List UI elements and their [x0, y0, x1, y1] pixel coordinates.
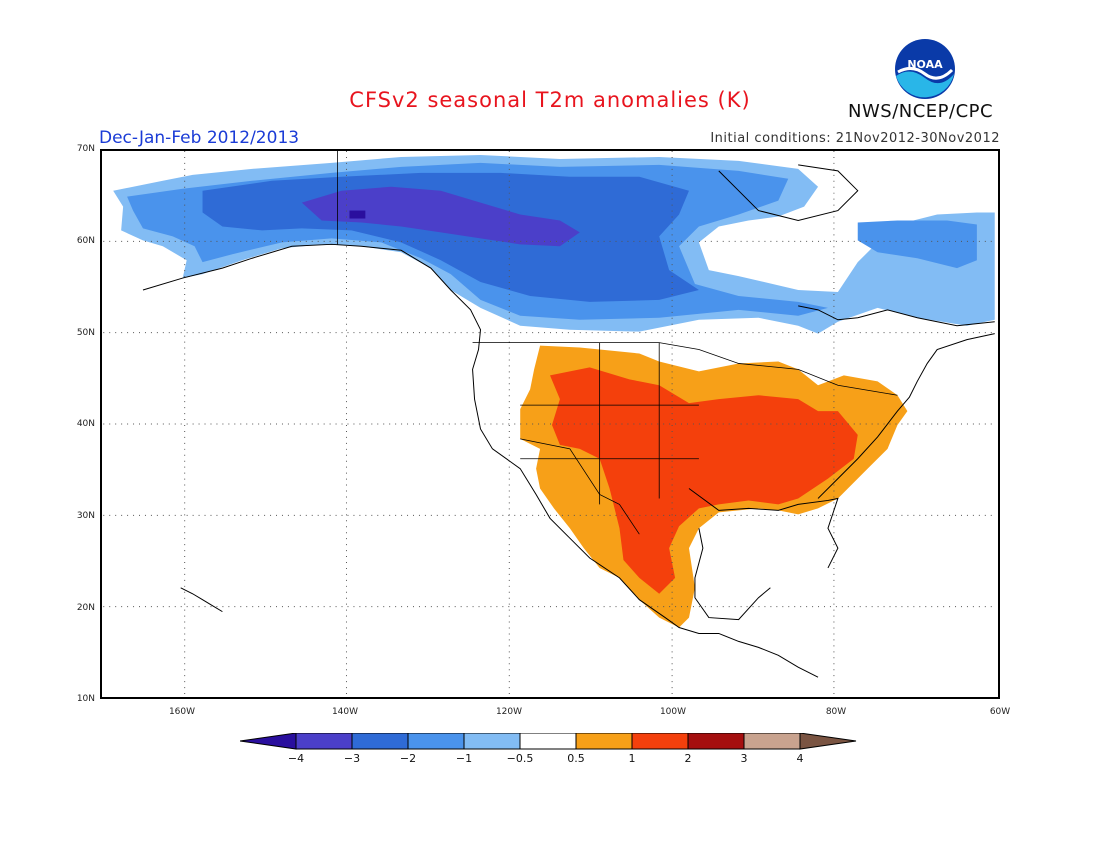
map-title: CFSv2 seasonal T2m anomalies (K)	[349, 88, 751, 112]
coastlines	[142, 164, 995, 678]
lon-label: 120W	[495, 707, 523, 717]
colorbar-segment	[463, 733, 521, 750]
lat-label: 10N	[76, 694, 95, 704]
colorbar-label: −1	[455, 752, 473, 765]
colorbar-label: −2	[399, 752, 417, 765]
colorbar-label: 2	[684, 752, 692, 765]
lon-label: 140W	[331, 707, 359, 717]
lon-label: 60W	[989, 707, 1011, 717]
colorbar-segment	[799, 733, 857, 750]
lat-label: 20N	[76, 603, 95, 613]
colorbar-segment	[743, 733, 801, 750]
colorbar-label: −0.5	[506, 752, 534, 765]
lat-label: 70N	[76, 144, 95, 154]
anomaly-map	[100, 149, 1000, 699]
colorbar-segment	[631, 733, 689, 750]
colorbar	[240, 733, 857, 750]
colorbar-segment	[351, 733, 409, 750]
noaa-logo-text: NOAA	[907, 58, 943, 71]
initial-conditions-label: Initial conditions: 21Nov2012-30Nov2012	[710, 131, 1000, 146]
anomaly-area-below-minus-4	[349, 210, 366, 219]
lat-label: 50N	[76, 328, 95, 338]
lon-label: 80W	[825, 707, 847, 717]
anomaly-area-1-to-2	[550, 367, 858, 594]
lat-label: 40N	[76, 419, 95, 429]
colorbar-label: 1	[628, 752, 636, 765]
colorbar-segment	[407, 733, 465, 750]
warm-anomaly-region	[520, 345, 908, 628]
colorbar-segment	[295, 733, 353, 750]
colorbar-label: 3	[740, 752, 748, 765]
political-borders	[337, 151, 898, 535]
noaa-logo: NOAA	[895, 39, 955, 99]
colorbar-segment	[519, 733, 577, 750]
lon-label: 160W	[168, 707, 196, 717]
colorbar-label: −3	[343, 752, 361, 765]
colorbar-label: 4	[796, 752, 804, 765]
agency-label: NWS/NCEP/CPC	[848, 101, 994, 122]
cold-anomaly-region	[113, 154, 995, 334]
anomaly-area-minus-3-to-minus-4	[301, 186, 580, 247]
colorbar-segment	[575, 733, 633, 750]
graticule	[103, 151, 997, 697]
colorbar-segment	[687, 733, 745, 750]
lon-label: 100W	[659, 707, 687, 717]
lat-label: 30N	[76, 511, 95, 521]
lat-label: 60N	[76, 236, 95, 246]
colorbar-label: −4	[287, 752, 305, 765]
season-label: Dec-Jan-Feb 2012/2013	[99, 128, 300, 148]
colorbar-segment	[240, 733, 297, 750]
colorbar-label: 0.5	[567, 752, 585, 765]
